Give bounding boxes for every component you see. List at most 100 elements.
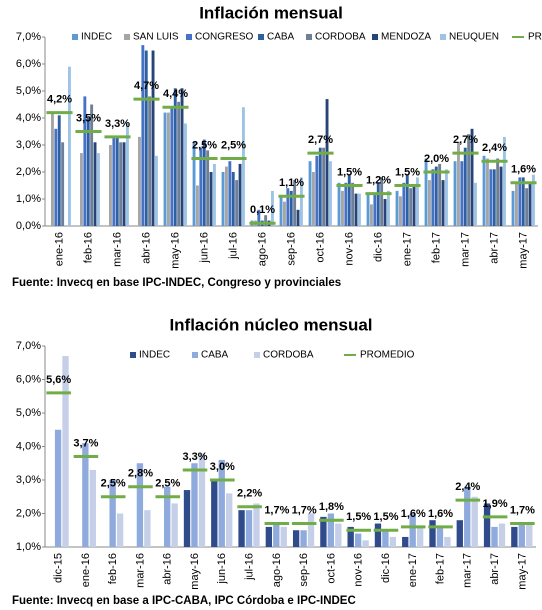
- bar: [199, 147, 203, 226]
- legend-swatch: [254, 352, 260, 358]
- bar: [221, 172, 225, 226]
- average-label: 4,4%: [163, 88, 188, 100]
- x-tick-label: dic-16: [372, 232, 384, 262]
- bar: [525, 188, 529, 226]
- bar: [183, 490, 191, 547]
- bar: [434, 166, 438, 226]
- x-tick-label: sep-16: [285, 232, 297, 266]
- bar: [136, 463, 144, 547]
- bar: [518, 523, 525, 547]
- average-label: 2,2%: [237, 488, 262, 500]
- bar: [395, 190, 399, 226]
- average-label: 2,4%: [455, 481, 480, 493]
- average-label: 2,5%: [155, 478, 180, 490]
- y-tick-label: 6,0%: [16, 58, 41, 70]
- average-label: 3,3%: [105, 118, 130, 130]
- bar: [308, 161, 312, 226]
- bar: [209, 172, 213, 226]
- bar: [141, 45, 145, 226]
- bar: [183, 123, 187, 226]
- average-label: 2,7%: [453, 134, 478, 146]
- bar: [515, 182, 518, 226]
- bar: [318, 147, 322, 226]
- average-label: 1,7%: [264, 504, 289, 516]
- legend-swatch: [192, 352, 198, 358]
- bar: [402, 536, 409, 547]
- legend-label: CORDOBA: [315, 32, 366, 43]
- bar: [322, 147, 326, 226]
- x-tick-label: jun-16: [216, 553, 228, 585]
- bar: [499, 166, 503, 226]
- bar: [362, 540, 369, 547]
- y-tick-label: 4,0%: [16, 112, 41, 124]
- bar: [335, 523, 342, 547]
- legend-swatch: [372, 34, 378, 40]
- bar: [521, 177, 525, 226]
- bar: [344, 182, 348, 226]
- bar: [270, 190, 274, 226]
- legend-swatch: [130, 352, 136, 358]
- legend-swatch: [258, 34, 264, 40]
- legend-label: CABA: [201, 350, 229, 361]
- y-tick-label: 3,0%: [16, 139, 41, 151]
- bar: [280, 526, 287, 547]
- bar: [109, 480, 116, 547]
- bar: [86, 118, 90, 226]
- x-tick-label: oct-16: [314, 232, 326, 263]
- bar: [164, 486, 171, 547]
- bar: [265, 526, 273, 547]
- legend-label: MENDOZA: [381, 32, 431, 43]
- bar: [300, 530, 307, 547]
- average-label: 1,6%: [511, 164, 536, 176]
- bar: [424, 158, 428, 226]
- bar: [115, 136, 119, 226]
- source-note: Fuente: Invecq en base a IPC-CABA, IPC C…: [12, 595, 356, 607]
- x-tick-label: feb-16: [82, 232, 94, 263]
- bar: [428, 180, 431, 226]
- average-label: 3,0%: [210, 461, 235, 473]
- bar: [138, 136, 141, 226]
- bar: [80, 153, 83, 226]
- bar: [89, 469, 96, 547]
- bar: [226, 493, 233, 547]
- bar: [116, 513, 124, 547]
- x-tick-label: mar-16: [134, 553, 146, 588]
- bar: [235, 180, 239, 226]
- bar: [144, 50, 148, 226]
- y-tick-label: 2,0%: [16, 507, 41, 519]
- x-tick-label: ene-16: [80, 553, 92, 587]
- y-tick-label: 5,0%: [16, 407, 41, 419]
- bar: [409, 513, 416, 547]
- bar: [264, 215, 268, 226]
- x-tick-label: feb-16: [107, 553, 119, 584]
- legend-label: NEUQUEN: [449, 32, 499, 43]
- bar: [386, 190, 390, 226]
- x-tick-label: mar-17: [462, 553, 474, 588]
- bar: [93, 142, 97, 226]
- bar: [376, 182, 380, 226]
- x-tick-label: may-16: [169, 232, 181, 269]
- y-tick-label: 2,0%: [16, 166, 41, 178]
- x-tick-label: abr-16: [162, 553, 174, 585]
- bar: [453, 161, 457, 226]
- bar: [286, 188, 290, 226]
- bar: [436, 526, 444, 547]
- bar: [231, 172, 235, 226]
- source-note: Fuente: Invecq en base IPC-INDEC, Congre…: [12, 277, 341, 289]
- bar: [486, 158, 489, 226]
- average-label: 1,1%: [279, 177, 304, 189]
- bar: [482, 155, 486, 226]
- bar: [412, 185, 416, 226]
- bar: [441, 180, 445, 226]
- bar: [382, 530, 389, 547]
- average-label: 4,7%: [134, 80, 159, 92]
- bar: [257, 209, 261, 226]
- bar: [61, 142, 65, 226]
- legend-label: PROMEDIO: [528, 32, 542, 43]
- bar: [163, 112, 167, 226]
- bar: [325, 99, 329, 226]
- x-tick-label: dic-15: [53, 553, 65, 583]
- bar: [238, 163, 242, 226]
- bar: [228, 161, 232, 226]
- bar: [312, 172, 315, 226]
